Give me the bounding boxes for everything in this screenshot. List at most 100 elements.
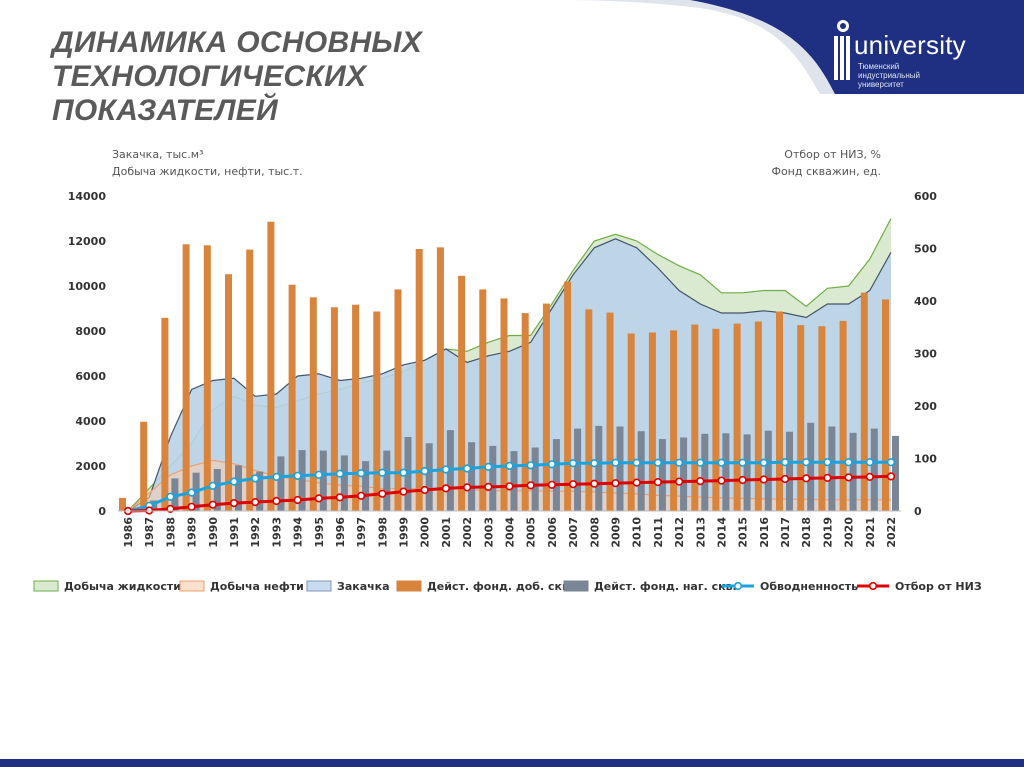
page-title: ДИНАМИКА ОСНОВНЫХ ТЕХНОЛОГИЧЕСКИХ ПОКАЗА…	[52, 26, 732, 128]
bar-inj-wells	[510, 451, 518, 511]
takeoff-point	[674, 477, 684, 486]
takeoff-point	[208, 500, 217, 509]
injection-area-fill	[128, 238, 891, 512]
bar-prod-wells	[627, 333, 635, 511]
watercut-point	[611, 458, 620, 467]
x-tick-label: 1990	[207, 517, 220, 548]
bar-prod-wells	[691, 324, 699, 511]
bar-prod-wells	[776, 311, 783, 511]
x-tick-label: 2018	[800, 517, 813, 548]
takeoff-point	[611, 479, 620, 488]
legend-injection-swatch	[306, 580, 332, 592]
x-tick-label: 2019	[821, 517, 834, 548]
bar-inj-wells	[256, 471, 264, 511]
bar-prod-wells	[246, 249, 254, 511]
x-tick-label: 2022	[885, 517, 898, 548]
legend-inj-wells-swatch	[563, 580, 589, 592]
x-tick-label: 2000	[419, 517, 432, 548]
bar-prod-wells	[267, 221, 275, 511]
x-tick-label: 2002	[461, 517, 474, 548]
left-tick-label: 10000	[68, 280, 107, 293]
x-tick-label: 2010	[631, 517, 644, 548]
watercut-point	[420, 467, 429, 476]
logo-subtitle-3: университет	[858, 80, 904, 89]
x-tick-label: 2005	[525, 517, 538, 548]
page-title-line-2: ПОКАЗАТЕЛЕЙ	[52, 94, 278, 127]
takeoff-point	[632, 478, 641, 487]
legend-liquid-swatch	[33, 580, 59, 592]
takeoff-point	[229, 499, 239, 508]
injection-area-outline	[127, 238, 892, 512]
watercut-point	[632, 458, 641, 467]
x-tick-label: 1989	[186, 517, 199, 548]
bar-prod-wells	[670, 330, 678, 511]
watercut-point	[505, 461, 514, 471]
legend-liquid-label: Добыча жидкости	[64, 580, 181, 593]
bar-prod-wells	[839, 320, 847, 511]
bar-prod-wells	[225, 274, 232, 511]
legend-watercut-label: Обводненность	[760, 580, 858, 593]
watercut-point	[823, 458, 832, 467]
x-tick-label: 2007	[567, 517, 580, 548]
bar-prod-wells	[182, 244, 190, 512]
bar-prod-wells	[733, 323, 741, 511]
right-tick-label: 600	[914, 190, 937, 203]
takeoff-point	[251, 498, 260, 507]
bar-inj-wells	[213, 469, 221, 511]
takeoff-point	[717, 476, 726, 485]
bar-prod-wells	[882, 299, 889, 511]
takeoff-point	[568, 480, 578, 489]
x-tick-label: 1997	[355, 517, 368, 548]
left-tick-label: 6000	[75, 370, 106, 383]
bar-prod-wells	[860, 292, 868, 511]
bar-inj-wells	[764, 430, 772, 511]
bar-inj-wells	[298, 450, 306, 511]
watercut-point	[886, 458, 896, 467]
watercut-point	[166, 492, 175, 501]
bar-prod-wells	[161, 317, 169, 511]
bar-inj-wells	[235, 465, 242, 511]
logo-subtitle-1: Тюменский	[858, 62, 900, 71]
watercut-point	[484, 462, 493, 472]
bar-inj-wells	[595, 425, 603, 511]
legend-injection-label: Закачка	[337, 580, 390, 593]
bar-prod-wells	[500, 298, 508, 511]
bar-prod-wells	[754, 321, 762, 511]
bar-prod-wells	[479, 289, 487, 511]
x-tick-label: 1992	[249, 517, 262, 548]
x-tick-label: 1996	[334, 517, 347, 548]
x-tick-label: 2017	[779, 517, 792, 548]
watercut-point	[844, 458, 853, 467]
x-tick-label: 2012	[673, 517, 686, 548]
takeoff-point	[335, 493, 345, 502]
takeoff-point	[505, 482, 514, 491]
takeoff-point	[526, 481, 535, 490]
takeoff-point	[272, 496, 281, 506]
x-tick-label: 2009	[609, 517, 622, 548]
bar-prod-wells	[585, 309, 593, 511]
bar-inj-wells	[722, 433, 730, 511]
watercut-point	[759, 458, 768, 467]
bar-prod-wells	[309, 297, 317, 511]
watercut-point	[187, 488, 196, 497]
legend-takeoff-swatch-marker	[868, 581, 878, 591]
takeoff-point	[399, 487, 408, 496]
x-tick-label: 2013	[694, 517, 707, 548]
watercut-point	[441, 465, 451, 474]
takeoff-point	[653, 478, 663, 487]
bar-inj-wells	[680, 437, 688, 511]
legend-prod-wells-swatch	[396, 580, 422, 592]
x-tick-label: 2001	[440, 517, 453, 548]
bar-inj-wells	[489, 445, 497, 511]
logo-mark-icon	[834, 20, 850, 80]
bar-inj-wells	[807, 422, 815, 511]
takeoff-point	[844, 473, 853, 482]
bar-prod-wells	[797, 325, 805, 511]
watercut-point	[547, 460, 557, 469]
bar-inj-wells	[849, 432, 857, 511]
left-tick-label: 8000	[75, 325, 106, 338]
bar-inj-wells	[340, 455, 348, 511]
right-axis-title-2: Фонд скважин, ед.	[771, 165, 881, 178]
x-tick-label: 2021	[864, 517, 877, 548]
